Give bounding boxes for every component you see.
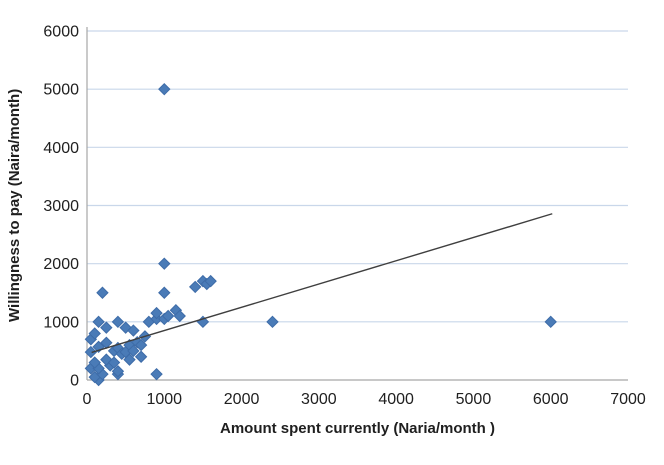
y-tick-label: 4000 xyxy=(43,140,79,157)
y-tick-label: 6000 xyxy=(43,24,79,41)
data-point xyxy=(158,257,171,270)
data-point xyxy=(84,345,98,359)
data-point xyxy=(111,365,125,378)
data-point xyxy=(173,309,186,323)
data-point xyxy=(134,338,148,352)
data-point xyxy=(88,356,101,369)
x-tick-label: 1000 xyxy=(146,391,182,408)
x-tick-label: 6000 xyxy=(533,391,569,408)
x-tick-label: 0 xyxy=(83,391,92,408)
y-tick-label: 1000 xyxy=(43,314,79,331)
trend-line xyxy=(91,213,553,354)
data-point xyxy=(150,306,163,320)
data-point xyxy=(88,327,101,340)
y-tick-label: 2000 xyxy=(43,256,79,273)
data-point xyxy=(161,309,175,323)
data-point xyxy=(127,344,140,358)
data-point xyxy=(96,286,109,299)
x-tick-label: 2000 xyxy=(224,391,260,408)
data-point xyxy=(127,324,140,337)
x-tick-label: 3000 xyxy=(301,391,337,408)
data-point xyxy=(92,340,105,354)
x-tick-label: 4000 xyxy=(378,391,414,408)
data-point xyxy=(188,280,202,294)
data-point xyxy=(204,274,217,288)
data-point xyxy=(100,321,113,334)
data-point xyxy=(158,286,171,299)
data-point xyxy=(266,315,279,329)
data-point xyxy=(134,350,148,363)
data-point xyxy=(92,315,105,329)
x-axis-title: Amount spent currently (Naria/month ) xyxy=(219,420,496,437)
data-point xyxy=(150,367,163,381)
y-tick-label: 0 xyxy=(70,373,79,390)
x-tick-label: 5000 xyxy=(456,391,492,408)
y-tick-label: 3000 xyxy=(43,198,79,215)
data-point xyxy=(119,321,132,334)
x-tick-label: 7000 xyxy=(610,391,646,408)
data-point xyxy=(158,82,171,96)
data-point xyxy=(107,356,121,369)
data-point xyxy=(544,315,557,329)
y-axis-title: Willingness to pay (Naira/month) xyxy=(6,88,23,323)
y-tick-label: 5000 xyxy=(43,82,79,99)
data-point xyxy=(111,315,125,329)
